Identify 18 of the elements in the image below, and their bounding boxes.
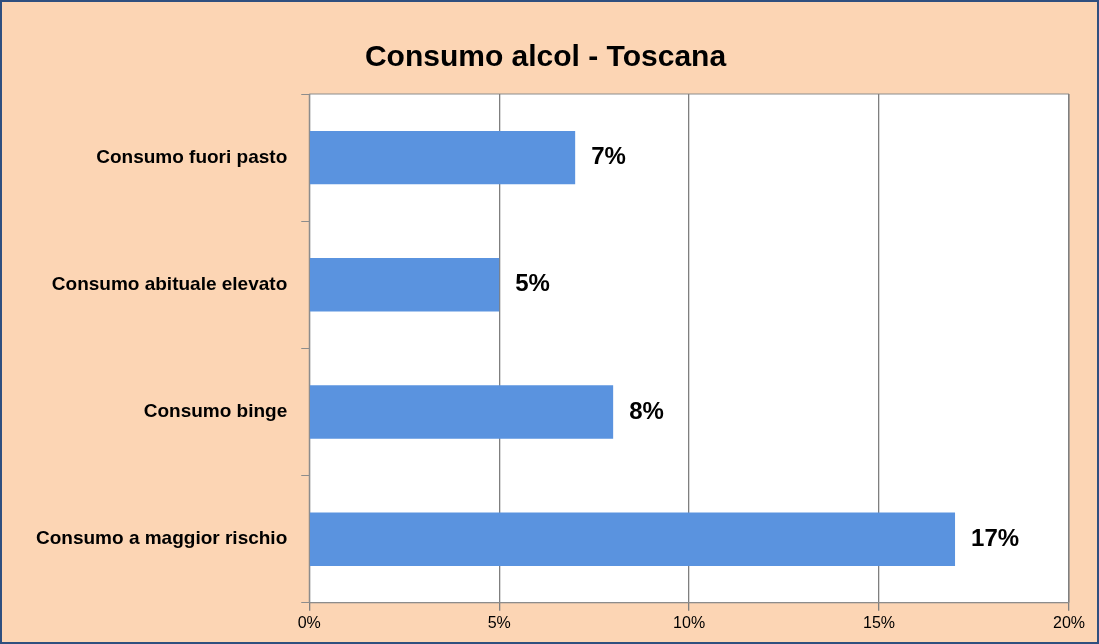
y-tick-label: Consumo abituale elevato [51, 273, 288, 295]
bar [309, 385, 614, 439]
x-tick-label: 20% [1052, 613, 1086, 631]
x-tick-label: 10% [673, 613, 706, 631]
bar [309, 130, 576, 185]
x-tick-label: 15% [863, 613, 896, 631]
data-label: 17% [971, 523, 1020, 551]
y-tick-label: Consumo a maggior rischio [35, 527, 288, 549]
y-tick-label: Consumo binge [143, 400, 288, 422]
bar [309, 512, 956, 566]
data-label: 8% [629, 396, 664, 424]
data-label: 7% [591, 142, 626, 170]
data-label: 5% [515, 269, 550, 297]
x-tick-label: 0% [297, 613, 321, 631]
y-tick-label: Consumo fuori pasto [96, 145, 288, 167]
bar [309, 258, 500, 312]
chart-title: Consumo alcol - Toscana [364, 39, 727, 73]
x-tick-label: 5% [487, 613, 511, 631]
